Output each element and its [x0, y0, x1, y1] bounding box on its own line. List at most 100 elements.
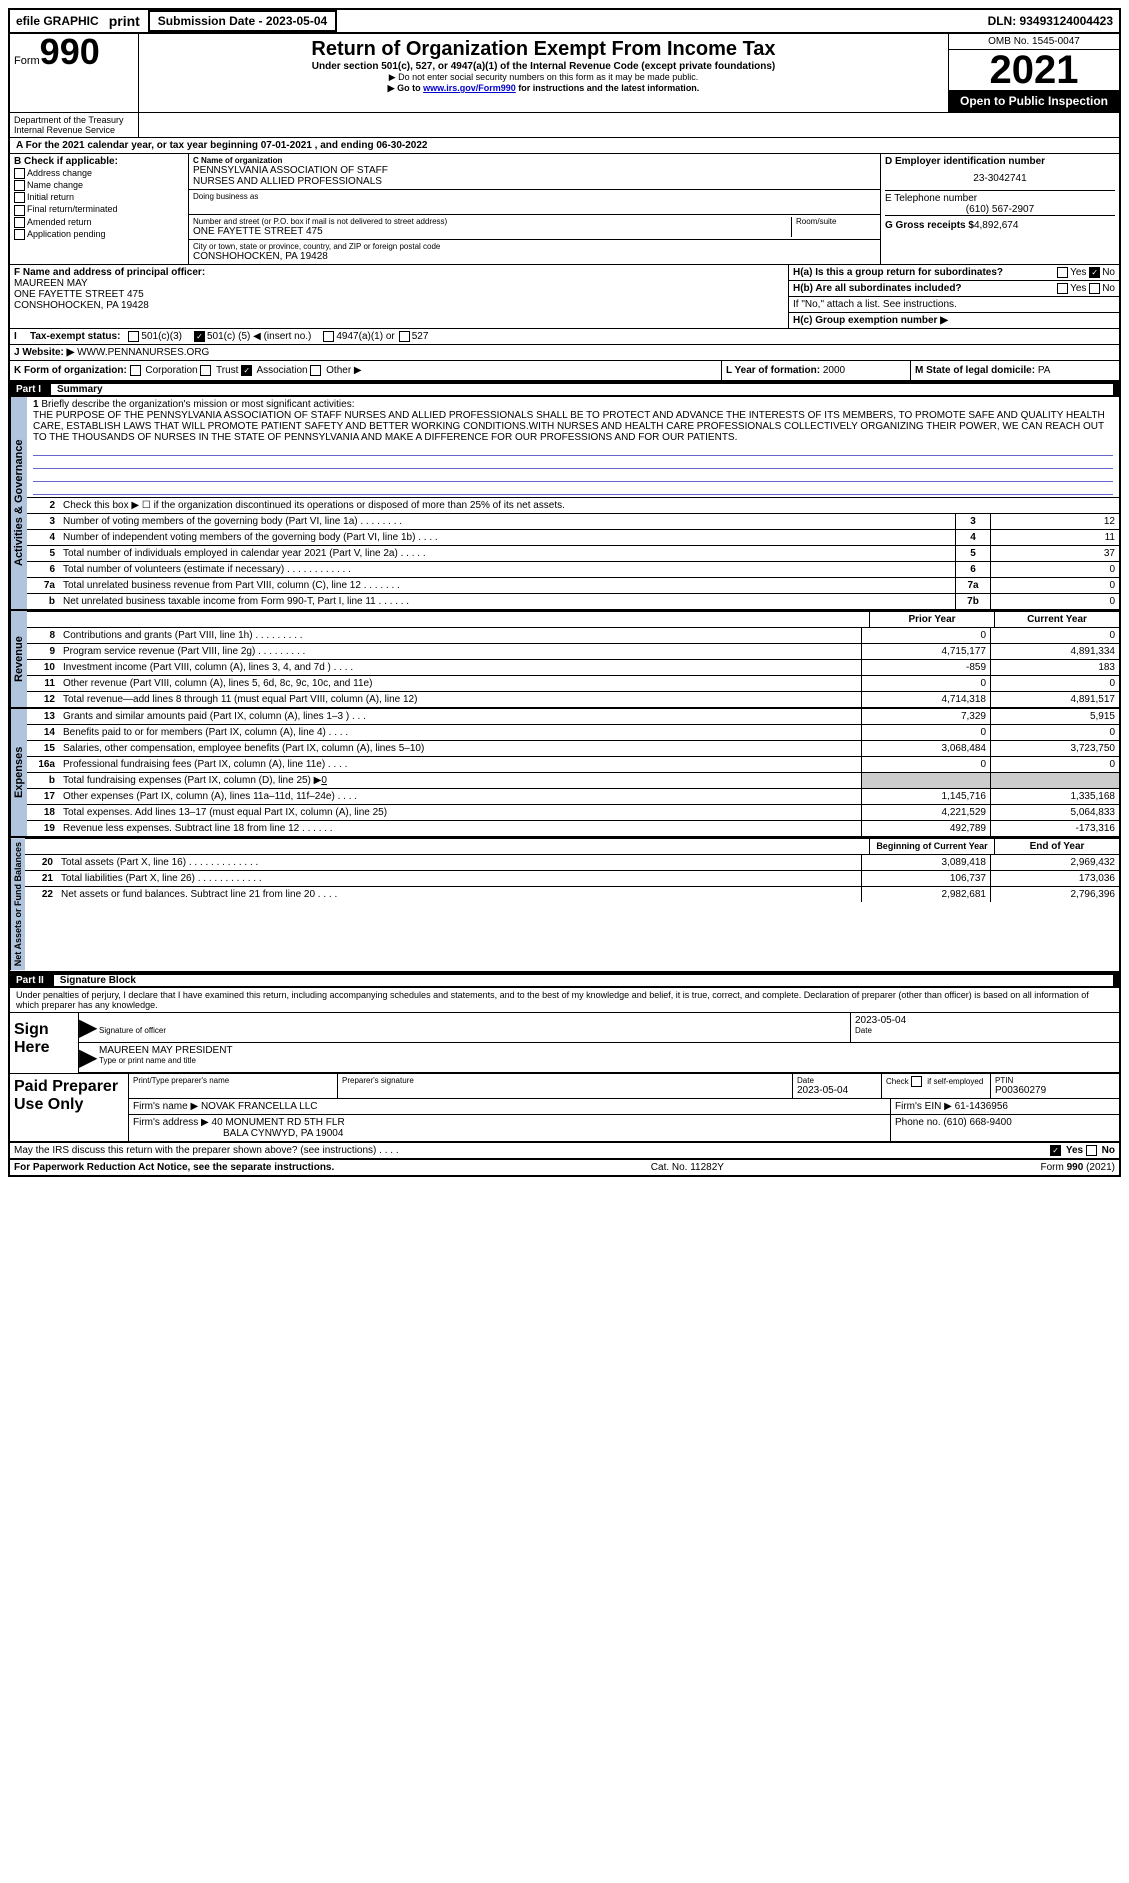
- checkbox-icon[interactable]: [130, 365, 141, 376]
- checkbox-checked-icon[interactable]: ✓: [1089, 267, 1100, 278]
- goto-post: for instructions and the latest informat…: [516, 83, 700, 93]
- checkbox-icon[interactable]: [911, 1076, 922, 1087]
- g-gross-block: G Gross receipts $4,892,674: [885, 215, 1115, 231]
- hb-note-text: If "No," attach a list. See instructions…: [793, 299, 957, 310]
- line-21: 21Total liabilities (Part X, line 26) . …: [25, 870, 1119, 886]
- expenses-body: 13Grants and similar amounts paid (Part …: [27, 709, 1119, 836]
- sig-line-1: ▶ Signature of officer 2023-05-04Date: [79, 1013, 1119, 1043]
- city-state-zip: CONSHOHOCKEN, PA 19428: [193, 251, 876, 262]
- k-left: K Form of organization: Corporation Trus…: [10, 361, 721, 380]
- ptin-label: PTIN: [995, 1076, 1115, 1085]
- gov-body: 1 Briefly describe the organization's mi…: [27, 397, 1119, 609]
- checkbox-icon[interactable]: [14, 217, 25, 228]
- block-f: F Name and address of principal officer:…: [10, 265, 788, 328]
- officer-addr1: ONE FAYETTE STREET 475: [14, 289, 784, 300]
- gross-receipts: 4,892,674: [974, 220, 1019, 231]
- line-10: 10Investment income (Part VIII, column (…: [27, 659, 1119, 675]
- cal-mid: , and ending: [312, 140, 376, 151]
- form-ref: Form 990 (2021): [1041, 1162, 1116, 1173]
- sig-officer-label: Signature of officer: [99, 1026, 846, 1035]
- cat-no: Cat. No. 11282Y: [651, 1162, 724, 1173]
- cal-begin: 07-01-2021: [261, 140, 312, 151]
- sign-body: ▶ Signature of officer 2023-05-04Date ▶ …: [79, 1013, 1119, 1073]
- checkbox-icon[interactable]: [200, 365, 211, 376]
- checkbox-icon[interactable]: [14, 180, 25, 191]
- checkbox-icon[interactable]: [14, 205, 25, 216]
- org-name-2: NURSES AND ALLIED PROFESSIONALS: [193, 176, 876, 187]
- block-fh: F Name and address of principal officer:…: [10, 265, 1119, 329]
- firm-addr-label: Firm's address ▶: [133, 1117, 209, 1128]
- subtitle: Under section 501(c), 527, or 4947(a)(1)…: [145, 61, 942, 72]
- block-c: C Name of organization PENNSYLVANIA ASSO…: [189, 154, 881, 264]
- ha-yn: Yes ✓No: [1057, 267, 1115, 278]
- discuss-text: May the IRS discuss this return with the…: [14, 1145, 399, 1156]
- addr-sub: Number and street (or P.O. box if mail i…: [189, 215, 880, 240]
- b-header: B Check if applicable:: [14, 156, 184, 167]
- irs-link[interactable]: www.irs.gov/Form990: [423, 83, 516, 93]
- firm-phone: (610) 668-9400: [943, 1117, 1011, 1128]
- sig-date-label: Date: [855, 1026, 1115, 1035]
- prep-name-label: Print/Type preparer's name: [133, 1076, 333, 1085]
- website-row: J Website: ▶ WWW.PENNANURSES.ORG: [10, 345, 1119, 361]
- prep-date: 2023-05-04: [797, 1085, 877, 1096]
- k-row: K Form of organization: Corporation Trus…: [10, 361, 1119, 382]
- header-center: Return of Organization Exempt From Incom…: [139, 34, 948, 112]
- firm-phone-label: Phone no.: [895, 1117, 941, 1128]
- checkbox-icon[interactable]: [1057, 283, 1068, 294]
- te-label: Tax-exempt status:: [30, 331, 120, 342]
- checkbox-icon[interactable]: [310, 365, 321, 376]
- checkbox-checked-icon[interactable]: ✓: [194, 331, 205, 342]
- l-label: L Year of formation:: [726, 365, 820, 376]
- street-address: ONE FAYETTE STREET 475: [193, 226, 791, 237]
- chk-initial: Initial return: [14, 192, 184, 203]
- checkbox-checked-icon[interactable]: ✓: [1050, 1145, 1061, 1156]
- na-head: Beginning of Current YearEnd of Year: [25, 838, 1119, 854]
- top-bar: efile GRAPHIC print Submission Date - 20…: [10, 10, 1119, 34]
- l-val: 2000: [823, 365, 845, 376]
- officer-name: MAUREEN MAY: [14, 278, 784, 289]
- f-label: F Name and address of principal officer:: [14, 267, 784, 278]
- part2-title: Signature Block: [54, 975, 1113, 986]
- c-name-sub: C Name of organization PENNSYLVANIA ASSO…: [189, 154, 880, 190]
- checkbox-checked-icon[interactable]: ✓: [241, 365, 252, 376]
- checkbox-icon[interactable]: [128, 331, 139, 342]
- print-button[interactable]: print: [105, 11, 144, 31]
- website-label: Website: ▶: [22, 347, 74, 358]
- line-16a: 16aProfessional fundraising fees (Part I…: [27, 756, 1119, 772]
- line-7b: bNet unrelated business taxable income f…: [27, 593, 1119, 609]
- line-12: 12Total revenue—add lines 8 through 11 (…: [27, 691, 1119, 707]
- hb-label: H(b) Are all subordinates included?: [793, 283, 962, 294]
- checkbox-icon[interactable]: [1089, 283, 1100, 294]
- sig-date: 2023-05-04: [855, 1015, 1115, 1026]
- chk-amended: Amended return: [14, 217, 184, 228]
- checkbox-icon[interactable]: [14, 192, 25, 203]
- firm-name: NOVAK FRANCELLA LLC: [201, 1101, 318, 1112]
- hc-label: H(c) Group exemption number ▶: [793, 315, 948, 326]
- line-8: 8Contributions and grants (Part VIII, li…: [27, 627, 1119, 643]
- sign-here-tab: Sign Here: [10, 1013, 79, 1073]
- checkbox-icon[interactable]: [323, 331, 334, 342]
- checkbox-icon[interactable]: [14, 168, 25, 179]
- firm-label: Firm's name ▶: [133, 1101, 198, 1112]
- l16b-val: 0: [321, 775, 327, 786]
- line-19: 19Revenue less expenses. Subtract line 1…: [27, 820, 1119, 836]
- te-c5pre: 501(c) (: [207, 331, 241, 342]
- form-number-cell: Form990: [10, 34, 139, 112]
- chk-app: Application pending: [14, 229, 184, 240]
- checkbox-icon[interactable]: [14, 229, 25, 240]
- netassets-body: Beginning of Current YearEnd of Year 20T…: [25, 838, 1119, 970]
- prior-year-head: Prior Year: [869, 612, 994, 627]
- efile-label: efile GRAPHIC: [10, 12, 105, 30]
- city-label: City or town, state or province, country…: [193, 242, 876, 251]
- e-phone-block: E Telephone number (610) 567-2907: [885, 190, 1115, 215]
- na-head-p: Beginning of Current Year: [869, 839, 994, 854]
- block-h: H(a) Is this a group return for subordin…: [788, 265, 1119, 328]
- cal-end: 06-30-2022: [376, 140, 427, 151]
- checkbox-icon[interactable]: [1057, 267, 1068, 278]
- form-990-number: 990: [40, 31, 100, 72]
- paid-line-2: Firm's name ▶ NOVAK FRANCELLA LLC Firm's…: [129, 1099, 1119, 1115]
- submission-date: Submission Date - 2023-05-04: [148, 10, 337, 32]
- checkbox-icon[interactable]: [1086, 1145, 1097, 1156]
- checkbox-icon[interactable]: [399, 331, 410, 342]
- current-year-head: Current Year: [994, 612, 1119, 627]
